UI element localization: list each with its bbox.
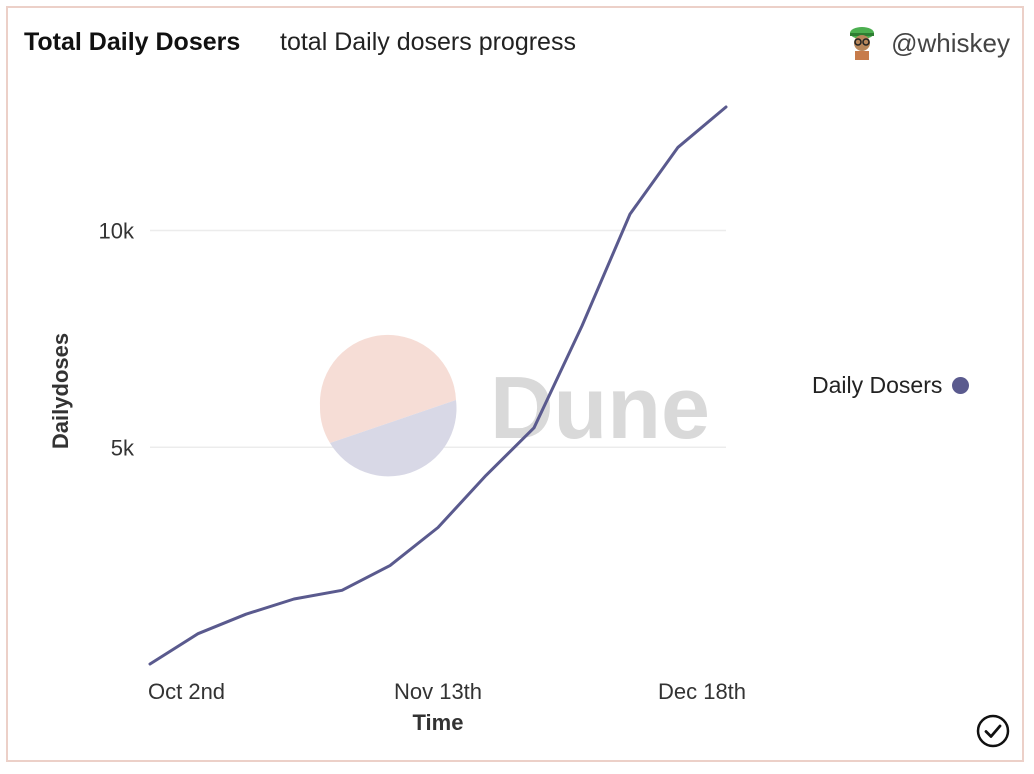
series-line-daily-dosers[interactable] bbox=[148, 105, 728, 666]
x-tick-label: Dec 18th bbox=[658, 679, 746, 704]
x-tick-label: Oct 2nd bbox=[148, 679, 225, 704]
x-axis-label: Time bbox=[413, 710, 464, 735]
x-axis-ticks: Oct 2nd Nov 13th Dec 18th bbox=[148, 679, 746, 704]
watermark: Dune bbox=[319, 334, 710, 477]
chart-subtitle: total Daily dosers progress bbox=[280, 28, 576, 56]
x-tick-label: Nov 13th bbox=[394, 679, 482, 704]
author-name: @whiskey bbox=[891, 27, 1010, 58]
y-tick-label: 10k bbox=[99, 219, 135, 244]
avatar-icon bbox=[850, 27, 875, 60]
series-layer bbox=[148, 105, 728, 666]
watermark-text: Dune bbox=[490, 358, 710, 457]
legend-label: Daily Dosers bbox=[812, 372, 943, 398]
watermark-logo-bottom bbox=[330, 400, 457, 477]
y-tick-label: 5k bbox=[111, 435, 135, 460]
y-axis-label: Dailydoses bbox=[48, 333, 73, 449]
legend[interactable]: Daily Dosers bbox=[812, 372, 970, 399]
chart-title: Total Daily Dosers bbox=[24, 28, 241, 56]
watermark-logo-top bbox=[319, 334, 456, 443]
legend-marker bbox=[952, 377, 970, 394]
author-link[interactable]: @whiskey bbox=[847, 26, 1010, 60]
check-circle-icon[interactable] bbox=[976, 714, 1010, 748]
chart-card: Total Daily Dosers total Daily dosers pr… bbox=[6, 6, 1024, 762]
y-axis-ticks: 5k 10k bbox=[99, 219, 135, 461]
